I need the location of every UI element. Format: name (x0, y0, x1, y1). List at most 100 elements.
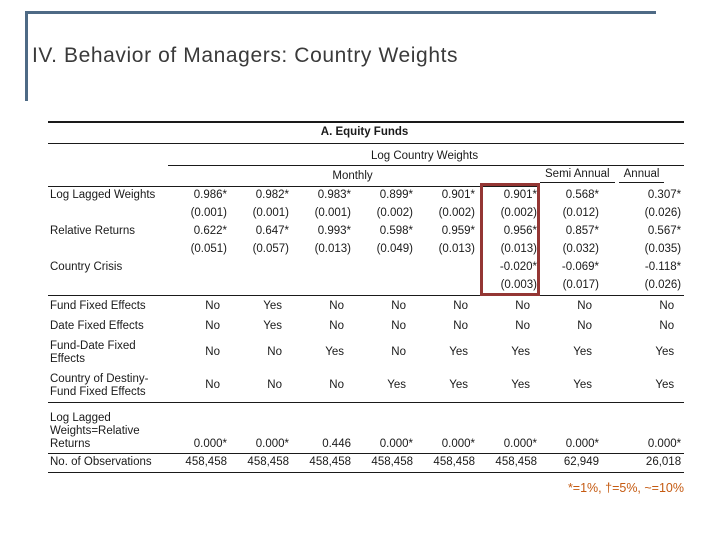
value-cell: (0.002) (500, 206, 537, 219)
row-label (48, 205, 168, 223)
value-cell: 0.000* (354, 401, 416, 453)
value-cell (354, 259, 416, 277)
value-cell: (0.051) (190, 242, 227, 255)
section-coefficients: Log Lagged Weights 0.986* 0.982* 0.983* 0.89… (48, 186, 684, 295)
table-header: A. Equity Funds Log Country Weights Mont… (48, 121, 685, 187)
value-cell: 458,458 (292, 452, 354, 472)
group-header: Log Country Weights (168, 143, 685, 166)
value-cell: 62,949 (540, 452, 602, 472)
value-cell: 0.000* (540, 401, 602, 453)
table-row: Log Lagged Weights 0.986* 0.982* 0.983* 0.89… (48, 186, 684, 205)
value-cell: Yes (449, 379, 468, 391)
value-cell: 0.000* (478, 401, 540, 453)
value-cell: 0.000* (230, 401, 292, 453)
value-cell: Yes (325, 346, 344, 358)
value-cell: (0.035) (644, 242, 682, 255)
value-cell: (0.026) (644, 206, 682, 219)
table-row: Fund-Date Fixed Effects No No Yes No Yes Yes Ye… (48, 336, 684, 369)
value-cell: 0.622* (193, 224, 227, 237)
value-cell: -0.118* (644, 260, 682, 273)
value-cell (168, 259, 230, 277)
value-cell: 0.647* (255, 224, 289, 237)
value-cell: 458,458 (354, 452, 416, 472)
value-cell: (0.013) (438, 242, 475, 255)
value-cell: No (292, 294, 354, 316)
value-cell: (0.001) (252, 206, 289, 219)
semi-annual-label: Semi Annual (540, 168, 615, 183)
value-cell: (0.002) (438, 206, 475, 219)
row-label: Country Crisis (50, 260, 123, 273)
value-cell: 458,458 (478, 452, 540, 472)
column-headers-row: Monthly Semi Annual Annual (48, 165, 684, 187)
value-cell: Yes (387, 379, 406, 391)
value-cell (230, 277, 292, 296)
value-cell: (0.001) (190, 206, 227, 219)
value-cell: (0.013) (500, 242, 537, 255)
value-cell: 0.857* (565, 224, 599, 237)
value-cell: 26,018 (602, 452, 685, 472)
value-cell: 0.986* (193, 188, 227, 201)
value-cell: Yes (511, 346, 530, 358)
value-cell: 0.993* (317, 224, 351, 237)
value-cell: No (453, 319, 468, 332)
value-cell (416, 277, 478, 296)
value-cell: 0.956* (503, 224, 537, 237)
value-cell (292, 277, 354, 296)
value-cell: (0.003) (500, 278, 537, 291)
value-cell: No (168, 294, 230, 316)
value-cell: No (329, 319, 344, 332)
row-label: Fund Fixed Effects (48, 294, 168, 316)
value-cell: 0.446 (292, 401, 354, 453)
row-label: Relative Returns (50, 224, 136, 237)
value-cell: Yes (263, 319, 282, 332)
left-accent-line (25, 11, 28, 101)
row-label (48, 241, 168, 259)
value-cell (354, 277, 416, 296)
value-cell (416, 259, 478, 277)
value-cell: No (416, 294, 478, 316)
panel-title: A. Equity Funds (48, 121, 685, 144)
value-cell: Yes (655, 379, 675, 391)
value-cell: Yes (230, 294, 292, 316)
value-cell: No (391, 346, 406, 358)
table-row: (0.001) (0.001) (0.001) (0.002) (0.002) (0.00… (48, 205, 684, 223)
row-label: Date Fixed Effects (50, 319, 144, 332)
value-cell (168, 277, 230, 296)
value-cell: -0.020* (499, 260, 537, 273)
table-row: (0.051) (0.057) (0.013) (0.049) (0.013) (0.01… (48, 241, 684, 259)
regression-results-table: A. Equity Funds Log Country Weights Mont… (48, 121, 685, 473)
value-cell: 0.959* (441, 224, 475, 237)
group-header-row: Log Country Weights (48, 143, 685, 166)
section-fixed-effects: Fund Fixed Effects No Yes No No No No No No Date … (48, 294, 685, 402)
value-cell: No (329, 379, 344, 391)
value-cell: 0.899* (379, 188, 413, 201)
column-header-spacer (48, 165, 168, 187)
table-row: No. of Observations 458,458 458,458 458,458… (48, 452, 685, 472)
value-cell: No (577, 319, 592, 332)
value-cell: (0.013) (314, 242, 351, 255)
top-accent-line (25, 11, 656, 14)
table-row: Relative Returns 0.622* 0.647* 0.993* 0.598*… (48, 223, 684, 241)
row-label: No. of Observations (48, 452, 168, 472)
value-cell: 0.982* (255, 188, 289, 201)
value-cell: (0.032) (562, 242, 599, 255)
table-row: (0.003) (0.017) (0.026) (48, 277, 684, 296)
value-cell: 458,458 (230, 452, 292, 472)
value-cell: 0.901* (503, 188, 537, 201)
significance-legend: *=1%, †=5%, ~=10% (567, 481, 684, 495)
value-cell: -0.069* (561, 260, 599, 273)
value-cell (230, 259, 292, 277)
slide-title: IV. Behavior of Managers: Country Weight… (32, 44, 459, 67)
value-cell: No (205, 379, 220, 391)
value-cell: Yes (573, 346, 592, 358)
value-cell: 458,458 (168, 452, 230, 472)
value-cell: 458,458 (416, 452, 478, 472)
col-group-monthly: Monthly (168, 165, 540, 187)
value-cell: No (354, 294, 416, 316)
value-cell: No (267, 379, 282, 391)
value-cell: Yes (573, 379, 592, 391)
value-cell: No (478, 294, 540, 316)
value-cell: 0.901* (441, 188, 475, 201)
table-row: Date Fixed Effects No Yes No No No No No No (48, 316, 684, 336)
